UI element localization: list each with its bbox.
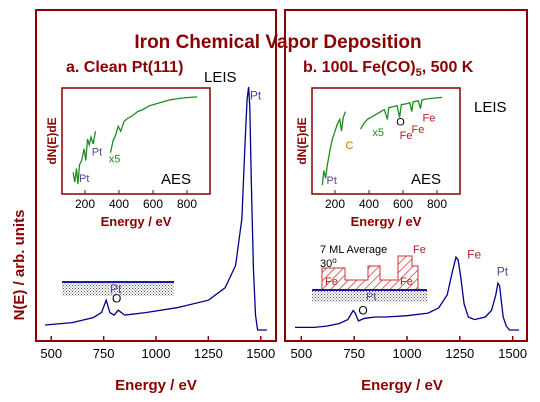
panel-b-x-tick-label: 1250 — [445, 346, 474, 361]
panel-b-model-label-fe3: Fe — [413, 244, 426, 256]
panel-b-substrate — [312, 290, 427, 302]
panel-b-leis-series-0 — [295, 255, 519, 331]
panel-b-model-angle-unit: o — [332, 256, 337, 265]
panel-a-inset-x-tick-label: 800 — [177, 197, 197, 211]
panel-a-aes-label: AES — [161, 171, 191, 188]
panel-b-inset-x-tick-label: 800 — [427, 197, 447, 211]
panel-a-model-label: Pt — [110, 282, 122, 296]
panel-a-x-tick-label: 500 — [40, 346, 62, 361]
panel-b-title-suffix: , 500 K — [422, 59, 474, 76]
panel-a-substrate — [62, 282, 174, 296]
y-axis-label: N(E) / arb. units — [11, 210, 28, 321]
panel-b-aes-label: AES — [411, 171, 441, 188]
panel-b-aes-series-0 — [321, 111, 347, 186]
panel-b-model-label-pt: Pt — [366, 291, 376, 303]
panel-b-inset-x-tick-label: 400 — [359, 197, 379, 211]
panel-b-inset-frame — [311, 87, 461, 195]
panel-a-inset-y-axis-label: dN(E)dE — [45, 117, 59, 164]
panel-a-x-tick-label: 1500 — [246, 346, 275, 361]
panel-b-aes-peak-label-o: O — [396, 116, 405, 128]
panel-b-model-label-fe1: Fe — [325, 276, 338, 288]
panel-b-inset-x-tick-label: 600 — [393, 197, 413, 211]
panel-b-model-label-fe2: Fe — [400, 276, 413, 288]
panel-b-x-tick-label: 750 — [343, 346, 365, 361]
panel-a-aes-series-0 — [72, 131, 97, 185]
panel-b-inset-x-tick-label: 200 — [325, 197, 345, 211]
panel-a-inset-x-tick-label: 200 — [75, 197, 95, 211]
panel-b-x-tick-label: 500 — [290, 346, 312, 361]
panel-b-title: b. 100L Fe(CO)5, 500 K — [303, 59, 474, 79]
panel-a-x-tick-label: 1250 — [194, 346, 223, 361]
panel-b-aes-peak-label-fe: Fe — [423, 112, 436, 124]
panel-b-leis-label: LEIS — [474, 99, 507, 116]
panel-b-peak-label-fe: Fe — [467, 248, 481, 262]
panel-a-x-tick-label: 750 — [93, 346, 115, 361]
panel-b-peak-label-pt: Pt — [497, 264, 509, 278]
panel-b-inset-x-axis-label: Energy / eV — [351, 214, 422, 229]
panel-a-peak-label-pt: Pt — [250, 88, 262, 102]
figure-title: Iron Chemical Vapor Deposition — [134, 32, 421, 53]
panel-a-aes-peak-label-pt: Pt — [92, 147, 102, 159]
panel-a-aes-peak-label-x5: x5 — [109, 154, 121, 166]
panel-b-aes-peak-label-c: C — [346, 140, 354, 152]
panel-a-x-tick-label: 1000 — [142, 346, 171, 361]
panel-b-x-tick-label: 1500 — [498, 346, 527, 361]
panel-b-aes-series-1 — [359, 96, 443, 130]
panel-b-frame — [284, 9, 528, 342]
panel-b-inset-y-axis-label: dN(E)dE — [295, 117, 309, 164]
panel-a-title: a. Clean Pt(111) — [66, 59, 183, 76]
panel-b-x-axis-label: Energy / eV — [361, 377, 443, 394]
panel-a-inset-x-tick-label: 600 — [143, 197, 163, 211]
panel-a-model: Pt — [62, 281, 174, 296]
panel-a-inset-x-axis-label: Energy / eV — [101, 214, 172, 229]
panel-b-model-angle: 30o — [320, 256, 337, 270]
panel-a-peak-label-o: O — [112, 292, 121, 306]
panel-a-leis-series-0 — [44, 86, 267, 331]
panel-a-aes-peak-label-pt: Pt — [79, 173, 89, 185]
panel-b-model-title: 7 ML Average — [320, 244, 387, 256]
panel-b-peak-label-o: O — [358, 303, 367, 317]
panel-b-aes-peak-label-fe: Fe — [412, 124, 425, 136]
panel-b-aes-peak-label-pt: Pt — [327, 175, 337, 187]
panel-a-inset-x-tick-label: 400 — [109, 197, 129, 211]
panel-b-title-sub: 5 — [416, 67, 422, 79]
panel-b-model-angle-value: 30 — [320, 258, 332, 270]
panel-a-x-axis-label: Energy / eV — [115, 377, 197, 394]
panel-b-title-main: b. 100L Fe(CO) — [303, 59, 416, 76]
panel-b-aes-peak-label-x5: x5 — [372, 127, 384, 139]
panel-a-inset-frame — [61, 87, 211, 195]
panel-a-aes-series-1 — [109, 96, 198, 153]
panel-b-x-tick-label: 1000 — [393, 346, 422, 361]
panel-b-model: 7 ML Average 30o Fe Pt Fe Fe — [312, 244, 427, 303]
panel-a-leis-label: LEIS — [204, 69, 237, 86]
panel-b-fe-islands — [321, 255, 419, 291]
panel-b-aes-peak-label-fe: Fe — [400, 130, 413, 142]
